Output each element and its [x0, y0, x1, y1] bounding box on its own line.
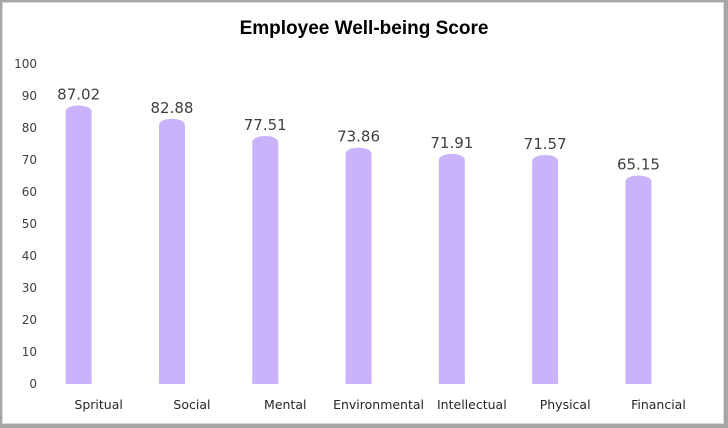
- data-label: 73.86: [337, 128, 380, 146]
- bar: [158, 118, 185, 384]
- data-label: 71.57: [524, 135, 567, 153]
- y-tick-label: 60: [22, 185, 37, 199]
- y-tick-label: 70: [22, 153, 37, 167]
- bar-base: [65, 376, 92, 384]
- data-label: 65.15: [617, 156, 660, 174]
- y-tick-label: 20: [22, 313, 37, 327]
- bar: [65, 105, 92, 384]
- category-label: Financial: [631, 397, 686, 412]
- y-axis-ticks: 0 10 20 30 40 50 60 70 80 90 100: [14, 57, 37, 391]
- data-label: 71.91: [430, 134, 473, 152]
- bar: [438, 153, 465, 384]
- category-label: Spritual: [74, 397, 122, 412]
- bar: [532, 154, 559, 384]
- bar-base: [158, 376, 185, 384]
- bar: [252, 135, 279, 384]
- bar-base: [438, 376, 465, 384]
- y-tick-label: 10: [22, 345, 37, 359]
- data-label: 77.51: [244, 116, 287, 134]
- bars: [65, 105, 652, 384]
- category-label: Social: [173, 397, 210, 412]
- category-label: Physical: [540, 397, 591, 412]
- category-labels: Spritual Social Mental Environmental Intelle…: [74, 397, 685, 412]
- bar-base: [252, 376, 279, 384]
- y-tick-label: 50: [22, 217, 37, 231]
- bar-base: [345, 376, 372, 384]
- y-tick-label: 80: [22, 121, 37, 135]
- bar: [345, 147, 372, 384]
- category-label: Intellectual: [437, 397, 507, 412]
- bar-base: [625, 376, 652, 384]
- chart-title: Employee Well-being Score: [239, 18, 489, 39]
- category-label: Mental: [264, 397, 306, 412]
- y-tick-label: 40: [22, 249, 37, 263]
- data-labels: 87.02 82.88 77.51 73.86 71.91 71.57 65.15: [57, 86, 660, 174]
- y-tick-label: 0: [29, 377, 37, 391]
- y-tick-label: 90: [22, 89, 37, 103]
- data-label: 87.02: [57, 86, 100, 104]
- bar: [625, 175, 652, 384]
- category-label: Environmental: [333, 397, 424, 412]
- bar-base: [532, 376, 559, 384]
- data-label: 82.88: [150, 99, 193, 117]
- y-tick-label: 100: [14, 57, 37, 71]
- y-tick-label: 30: [22, 281, 37, 295]
